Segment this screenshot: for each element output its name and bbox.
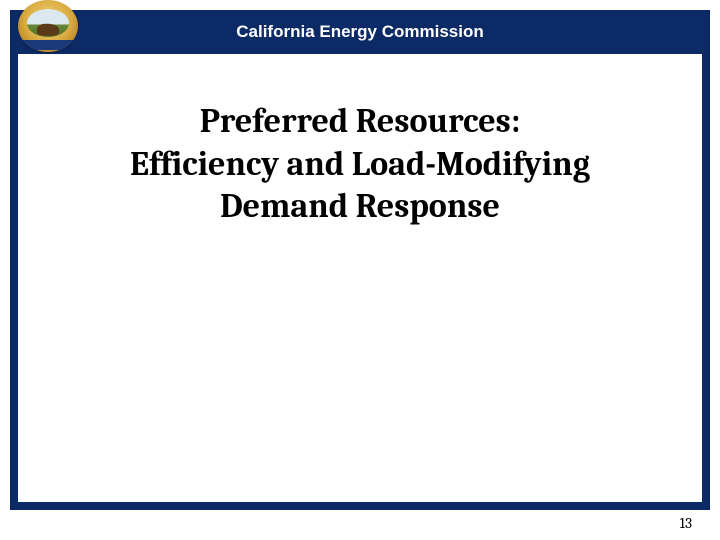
border-bottom: [10, 502, 710, 510]
seal-badge: [18, 0, 78, 52]
header-bar: California Energy Commission: [10, 10, 710, 54]
seal-ribbon: [20, 40, 76, 50]
title-line-1: Preferred Resources:: [200, 101, 521, 141]
agency-seal-icon: [18, 0, 78, 60]
title-line-3: Demand Response: [220, 186, 500, 226]
header-title: California Energy Commission: [236, 22, 484, 42]
title-line-2: Efficiency and Load-Modifying: [130, 144, 590, 184]
border-left: [10, 54, 18, 510]
page-number: 13: [680, 514, 692, 532]
border-right: [702, 54, 710, 510]
content-area: Preferred Resources: Efficiency and Load…: [40, 100, 680, 228]
slide-title: Preferred Resources: Efficiency and Load…: [40, 100, 680, 228]
seal-bear-icon: [37, 24, 59, 36]
